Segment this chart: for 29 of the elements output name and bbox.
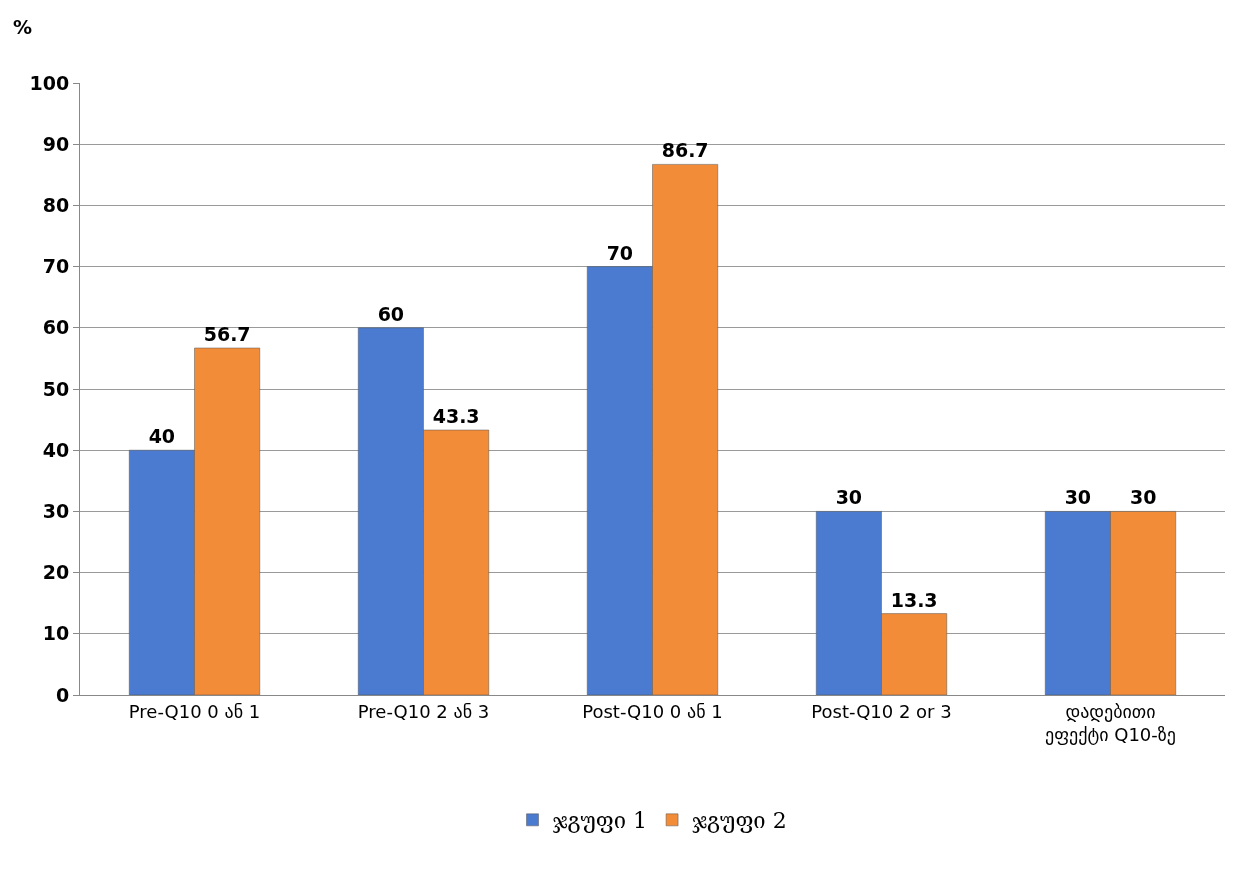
y-tick-label: 0: [55, 683, 70, 706]
y-axis-title: %: [13, 16, 33, 38]
data-label: 86.7: [661, 139, 709, 162]
data-label: 13.3: [890, 588, 938, 611]
x-tick-label: Post-Q10 2 or 3: [811, 700, 952, 722]
x-tick-label: Pre-Q10 0 ან 1: [128, 700, 261, 722]
y-tick-label: 50: [42, 377, 70, 400]
data-label: 70: [606, 241, 634, 264]
y-tick-label: 60: [42, 316, 70, 339]
data-label: 40: [148, 425, 176, 448]
y-tick-label: 80: [42, 194, 70, 217]
y-tick-label: 20: [42, 561, 70, 584]
data-label: 30: [1129, 486, 1157, 509]
x-tick-label: Post-Q10 0 ან 1: [582, 700, 723, 722]
legend-label: ჯგუფი 2: [692, 808, 787, 834]
data-label: 30: [1064, 486, 1092, 509]
y-tick-label: 40: [42, 438, 70, 461]
y-tick-label: 70: [42, 255, 70, 278]
y-tick-label: 100: [29, 71, 70, 94]
data-label: 43.3: [432, 405, 480, 427]
y-tick-label: 30: [42, 500, 70, 523]
data-label: 60: [377, 302, 405, 325]
data-label: 30: [835, 486, 863, 509]
x-tick-label: დადებითი ეფექტი Q10-ზე: [1045, 700, 1176, 745]
data-label: 56.7: [203, 323, 251, 345]
y-tick-label: 90: [42, 132, 70, 155]
legend-label: ჯგუფი 1: [552, 808, 648, 834]
x-tick-label: Pre-Q10 2 ან 3: [357, 700, 490, 722]
y-tick-label: 10: [42, 622, 70, 645]
